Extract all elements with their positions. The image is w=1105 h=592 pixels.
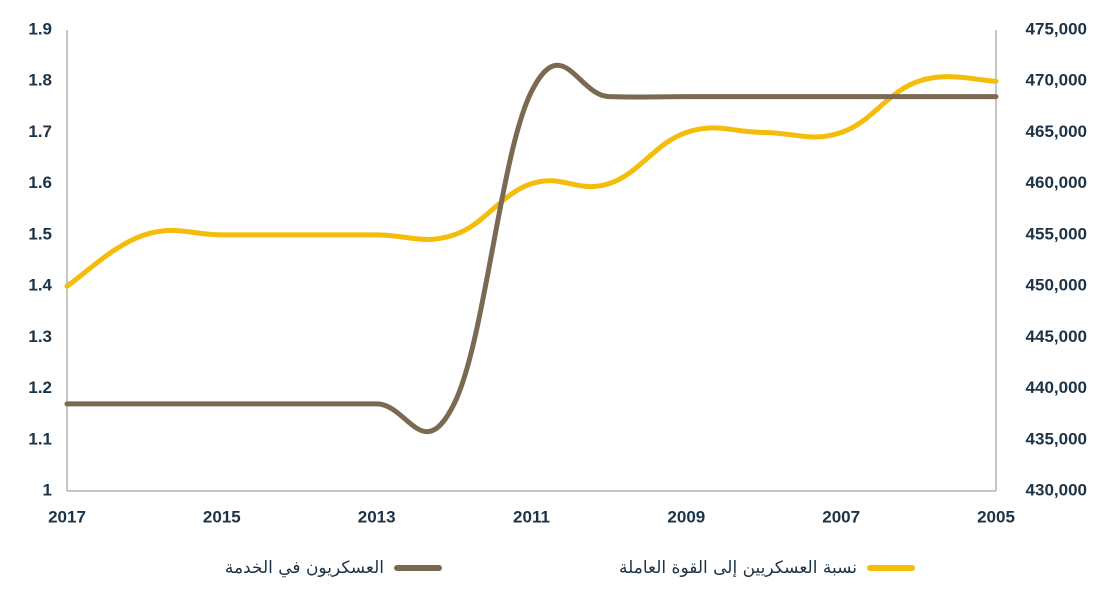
left-y-tick-label: 1.6: [28, 173, 52, 192]
right-y-tick-label: 455,000: [1026, 224, 1087, 243]
right-y-tick-label: 440,000: [1026, 378, 1087, 397]
right-y-tick-label: 475,000: [1026, 19, 1087, 38]
left-y-tick-label: 1.8: [28, 71, 52, 90]
left-y-tick-label: 1.4: [28, 276, 52, 295]
legend-label-military-in-service: العسكريون في الخدمة: [224, 558, 384, 578]
dual-axis-line-chart: 1 1.1 1.2 1.3 1.4 1.5 1.6 1.7 1.8 1.9 430,000 435,…: [28, 19, 1087, 526]
right-y-tick-label: 470,000: [1026, 71, 1087, 90]
legend-label-military-labor-ratio: نسبة العسكريين إلى القوة العاملة: [619, 558, 857, 578]
left-y-tick-label: 1.5: [28, 224, 52, 243]
x-tick-label: 2013: [358, 507, 396, 526]
right-y-tick-label: 445,000: [1026, 327, 1087, 346]
legend-swatch-military-labor-ratio: [867, 565, 915, 571]
right-y-tick-label: 460,000: [1026, 173, 1087, 192]
x-tick-label: 2005: [977, 507, 1015, 526]
x-tick-label: 2009: [667, 507, 705, 526]
right-y-tick-label: 435,000: [1026, 429, 1087, 448]
left-y-tick-label: 1.7: [28, 122, 52, 141]
x-tick-label: 2007: [822, 507, 860, 526]
x-tick-label: 2015: [203, 507, 241, 526]
left-y-tick-label: 1.2: [28, 378, 52, 397]
x-tick-label: 2011: [513, 507, 550, 526]
legend-swatch-military-in-service: [394, 565, 442, 571]
series-line-military-in-service: [64, 62, 999, 435]
right-y-tick-label: 430,000: [1026, 480, 1087, 499]
series-line-military-labor-ratio: [64, 74, 999, 289]
left-y-tick-label: 1.1: [28, 429, 52, 448]
legend-item-military-in-service: العسكريون في الخدمة: [150, 553, 442, 583]
right-y-tick-label: 465,000: [1026, 122, 1087, 141]
left-y-tick-label: 1.9: [28, 19, 52, 38]
legend-item-military-labor-ratio: نسبة العسكريين إلى القوة العاملة: [540, 553, 915, 583]
left-y-tick-label: 1.3: [28, 327, 52, 346]
x-tick-label: 2017: [48, 507, 86, 526]
right-y-tick-label: 450,000: [1026, 276, 1087, 295]
left-y-tick-label: 1: [43, 480, 52, 499]
